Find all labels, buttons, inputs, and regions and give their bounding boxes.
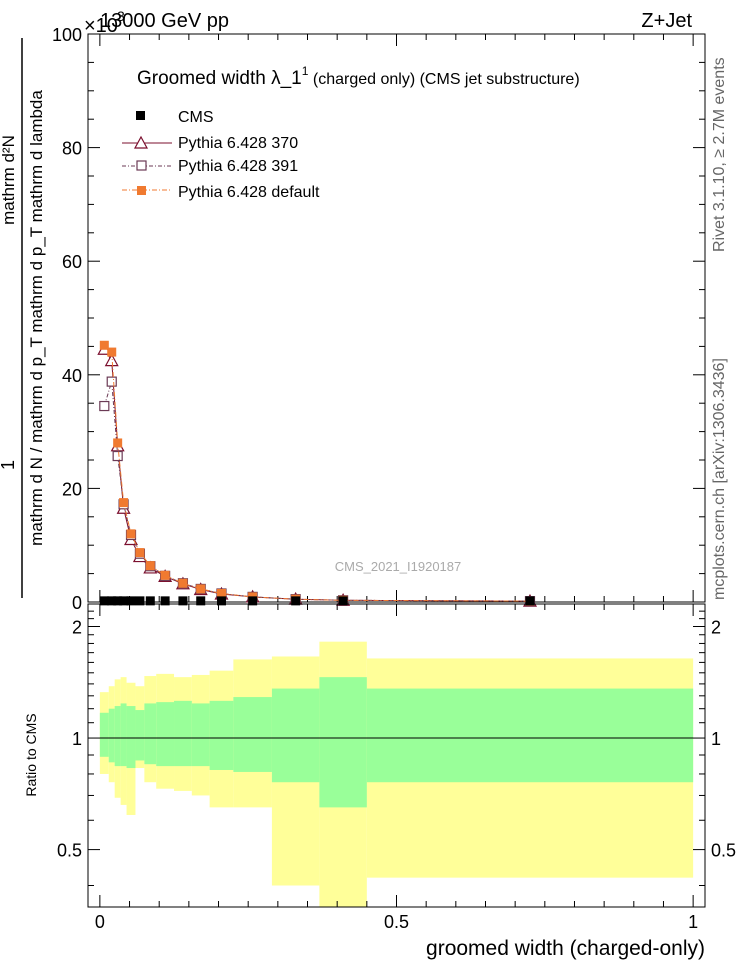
upper-ylabel: 1 mathrm d N / mathrm d p_T mathrm d p_T… <box>0 38 46 598</box>
upper-ytick-label: 60 <box>62 252 82 272</box>
ratio-band-inner <box>233 697 272 772</box>
series-point <box>113 438 123 448</box>
legend-marker-391 <box>136 160 147 171</box>
cms-point <box>160 596 170 606</box>
header-left: 13000 GeV pp <box>100 10 229 32</box>
xtick-label: 0.5 <box>384 912 409 932</box>
series-point <box>145 561 155 571</box>
series-point <box>99 340 109 350</box>
cms-point <box>135 596 145 606</box>
series-line <box>103 344 531 602</box>
legend-marker-default <box>137 186 146 195</box>
cms-point <box>107 596 117 606</box>
lower-ytick-label-right: 0.5 <box>711 841 736 861</box>
cms-point <box>216 596 226 606</box>
upper-ytick-label: 80 <box>62 139 82 159</box>
mcplots-label: mcplots.cern.ch [arXiv:1306.3436] <box>711 358 728 600</box>
lower-plot: 0.5 0.5 1 1 2 2 0 0.5 1 <box>57 603 736 932</box>
upper-series <box>97 340 537 607</box>
cms-point <box>525 596 535 606</box>
series-line <box>103 381 531 602</box>
ratio-band-inner <box>120 703 127 767</box>
legend-label-cms: CMS <box>178 109 214 126</box>
ratio-band-inner <box>99 712 109 757</box>
header-right: Z+Jet <box>641 10 692 32</box>
cms-point <box>113 596 123 606</box>
legend-label-391: Pythia 6.428 391 <box>178 158 298 175</box>
lower-ylabel: Ratio to CMS <box>23 713 39 796</box>
series-point <box>160 570 170 580</box>
cms-point <box>248 596 258 606</box>
ratio-band-inner <box>366 688 694 783</box>
cms-point <box>145 596 155 606</box>
series-point <box>216 588 226 598</box>
ratio-band-inner <box>271 688 320 783</box>
rivet-label: Rivet 3.1.10, ≥ 2.7M events <box>711 57 728 252</box>
ratio-band-inner <box>135 710 145 761</box>
ratio-band-inner <box>108 708 115 763</box>
series-point <box>107 347 117 357</box>
upper-plot: 0 20 40 60 80 100 CMS_2021_I1920187 Groomed w… <box>52 25 706 613</box>
legend-marker-370 <box>133 135 149 149</box>
series-point <box>178 578 188 588</box>
lower-ytick-label-right: 1 <box>711 729 721 749</box>
upper-ytick-label: 0 <box>72 593 82 613</box>
ratio-band-inner <box>156 702 175 767</box>
cms-point <box>291 596 301 606</box>
legend-label-370: Pythia 6.428 370 <box>178 135 298 152</box>
legend: CMS Pythia 6.428 370 Pythia 6.428 391 Py… <box>122 109 320 201</box>
lower-axes: 0.5 0.5 1 1 2 2 0 0.5 1 <box>57 604 736 932</box>
plot-title: Groomed width λ_11 (charged only) (CMS j… <box>137 64 580 89</box>
ratio-band-inner <box>209 700 234 770</box>
upper-ytick-label: 20 <box>62 479 82 499</box>
xtick-label: 1 <box>688 912 698 932</box>
exponent-label: ×10 <box>84 15 118 37</box>
legend-label-default: Pythia 6.428 default <box>178 184 320 201</box>
upper-ylabel-numerator: 1 <box>0 460 18 470</box>
cms-point <box>178 596 188 606</box>
ratio-band-inner <box>191 703 210 767</box>
cms-point <box>196 596 206 606</box>
series-line <box>103 348 531 602</box>
ratio-bands <box>99 641 694 907</box>
cms-point <box>99 596 109 606</box>
upper-ytick-label: 100 <box>52 25 82 45</box>
ratio-band-inner <box>144 703 157 765</box>
upper-ytick-label: 40 <box>62 366 82 386</box>
cms-point <box>338 596 348 606</box>
watermark: CMS_2021_I1920187 <box>335 559 462 574</box>
xtick-label: 0 <box>95 912 105 932</box>
series-point <box>112 450 123 462</box>
lower-ytick-label-right: 2 <box>711 617 721 637</box>
series-point <box>104 353 119 367</box>
series-point <box>126 529 136 539</box>
ratio-band-inner <box>174 700 192 767</box>
exponent-power: 3 <box>117 8 125 24</box>
upper-ylabel-top: mathrm d²N <box>0 135 18 225</box>
series-point <box>196 584 206 594</box>
ratio-band-inner <box>114 706 121 767</box>
lower-ytick-label: 1 <box>72 729 82 749</box>
ratio-band-inner <box>319 677 367 808</box>
upper-ylabel-denominator: mathrm d N / mathrm d p_T mathrm d p_T m… <box>27 90 46 546</box>
ratio-band-inner <box>126 706 136 769</box>
series-point <box>135 548 145 558</box>
lower-ytick-label: 2 <box>72 617 82 637</box>
cms-point <box>119 596 129 606</box>
x-axis-label: groomed width (charged-only) <box>426 937 705 960</box>
upper-axes: 0 20 40 60 80 100 <box>52 25 705 613</box>
legend-marker-cms <box>136 111 145 120</box>
lower-ytick-label: 0.5 <box>57 841 82 861</box>
series-point <box>119 498 129 508</box>
cms-point <box>126 596 136 606</box>
series-point <box>99 400 110 412</box>
series-point <box>106 376 117 387</box>
